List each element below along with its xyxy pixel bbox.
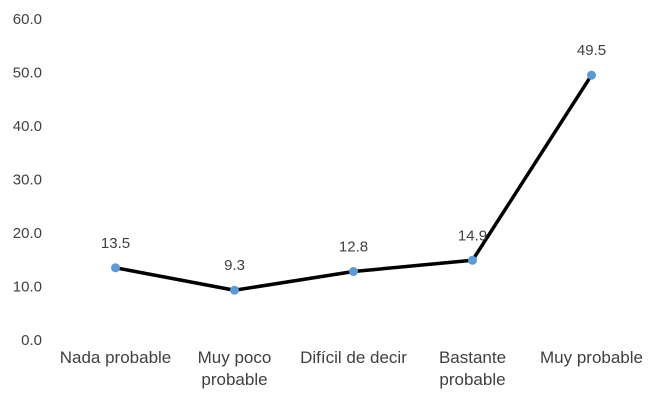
y-tick-label: 50.0 <box>13 65 42 82</box>
data-point <box>349 267 358 277</box>
x-category-line: Muy probable <box>540 348 643 367</box>
x-category-label: Muy probable <box>540 348 643 367</box>
x-category-label: Difícil de decir <box>300 348 407 367</box>
data-label: 13.5 <box>101 235 130 252</box>
data-point <box>587 70 596 80</box>
data-label: 12.8 <box>339 239 368 256</box>
data-point <box>468 255 477 265</box>
x-category-label: Bastante probable <box>439 348 506 389</box>
data-label: 14.9 <box>458 227 487 244</box>
y-tick-label: 60.0 <box>13 11 42 28</box>
series-markers <box>111 70 596 295</box>
x-axis: Nada probable Muy poco probable Difícil de … <box>60 348 643 389</box>
x-category-line: Difícil de decir <box>300 348 407 367</box>
x-category-line: probable <box>201 370 267 389</box>
data-point <box>111 263 120 273</box>
x-category-line: probable <box>439 370 505 389</box>
data-labels: 13.5 9.3 12.8 14.9 49.5 <box>101 42 606 274</box>
x-category-label: Muy poco probable <box>198 348 272 389</box>
data-label: 9.3 <box>224 257 245 274</box>
y-axis: 0.0 10.0 20.0 30.0 40.0 50.0 60.0 <box>13 11 42 349</box>
series-line <box>113 73 594 292</box>
data-label: 49.5 <box>577 42 606 59</box>
y-tick-label: 20.0 <box>13 225 42 242</box>
y-tick-label: 40.0 <box>13 118 42 135</box>
x-category-line: Muy poco <box>198 348 272 367</box>
x-category-line: Bastante <box>439 348 506 367</box>
y-tick-label: 30.0 <box>13 172 42 189</box>
y-tick-label: 0.0 <box>21 332 42 349</box>
x-category-label: Nada probable <box>60 348 172 367</box>
y-tick-label: 10.0 <box>13 279 42 296</box>
data-point <box>230 285 239 295</box>
x-category-line: Nada probable <box>60 348 172 367</box>
